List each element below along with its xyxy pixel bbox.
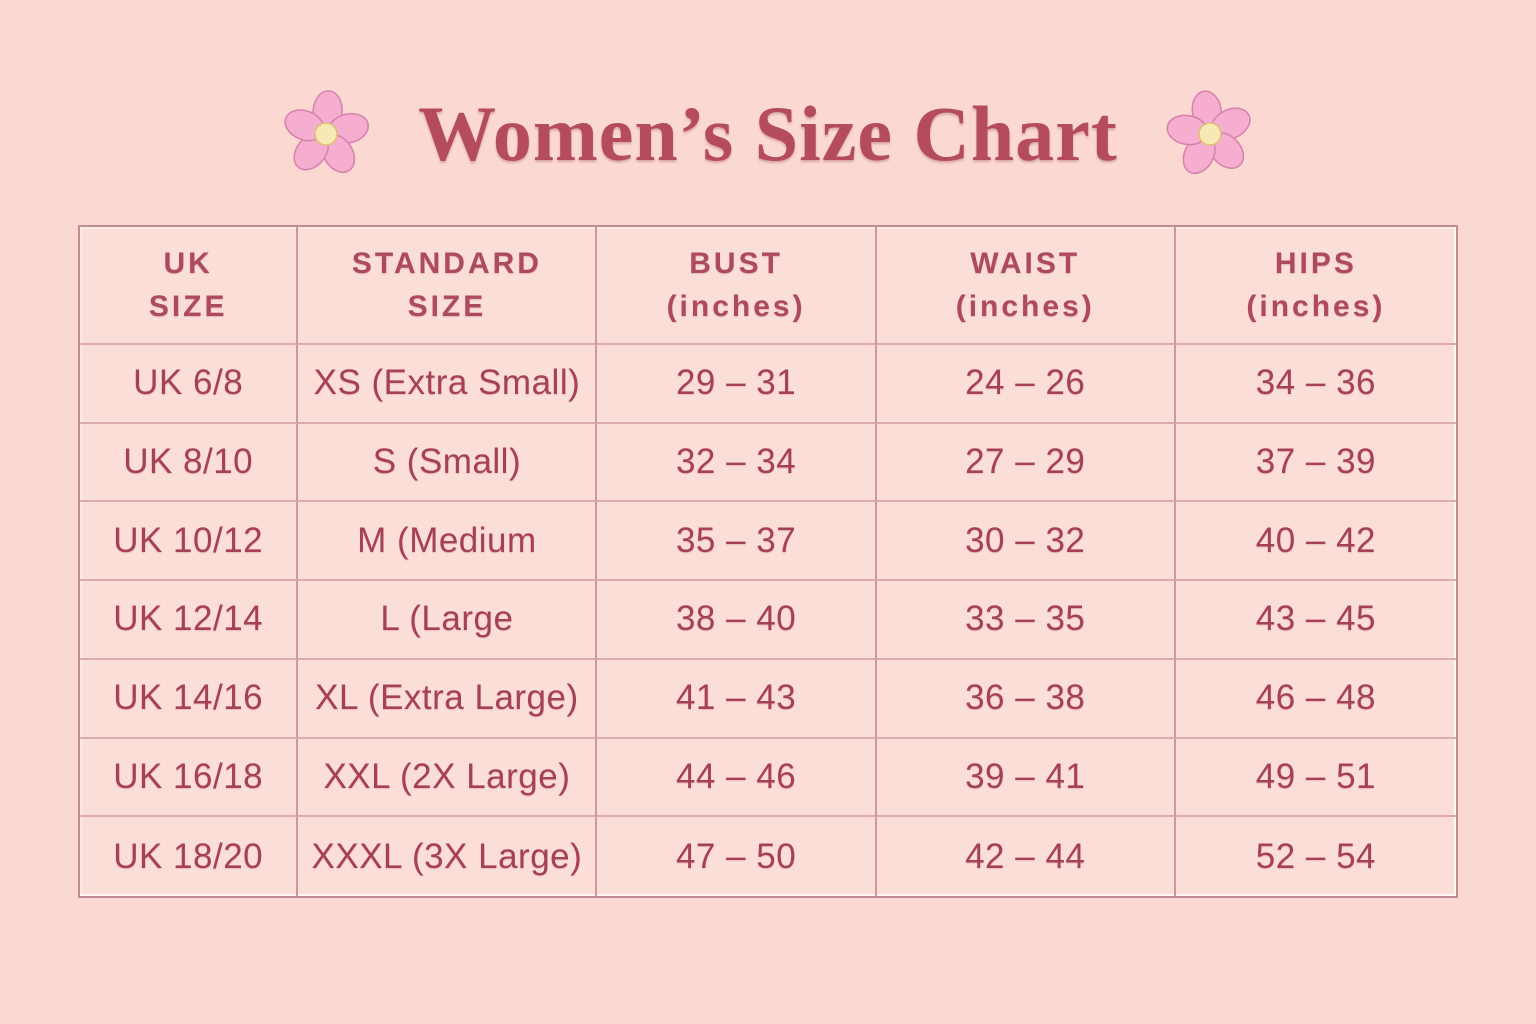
column-header-uk-size: UK SIZE: [80, 227, 299, 345]
table-cell: 41 – 43: [597, 659, 877, 739]
column-header-standard-size: STANDARD SIZE: [298, 227, 598, 345]
table-cell: 40 – 42: [1175, 502, 1456, 582]
table-cell: 30 – 32: [876, 502, 1176, 582]
table-cell: UK 6/8: [80, 345, 299, 424]
table-cell: 36 – 38: [876, 659, 1176, 739]
table-cell: XL (Extra Large): [298, 659, 598, 739]
table-cell: 46 – 48: [1175, 660, 1456, 739]
table-cell: 32 – 34: [597, 423, 877, 503]
cherry-blossom-icon: [284, 90, 370, 174]
table-cell: 49 – 51: [1175, 739, 1456, 818]
table-cell: UK 10/12: [80, 502, 299, 582]
table-cell: UK 8/10: [80, 423, 299, 503]
table-cell: M (Medium: [298, 502, 598, 582]
cherry-blossom-icon: [1166, 90, 1251, 175]
column-header-waist: WAIST (inches): [876, 227, 1176, 345]
table-cell: UK 18/20: [80, 817, 299, 896]
table-cell: 39 – 41: [876, 738, 1176, 818]
table-cell: 43 – 45: [1175, 581, 1456, 660]
title-bar: Women’s Size Chart: [0, 76, 1536, 192]
table-cell: L (Large: [298, 581, 598, 660]
table-cell: 27 – 29: [876, 423, 1176, 503]
size-chart-table: UK SIZE STANDARD SIZE BUST (inches) WAIS…: [78, 225, 1458, 898]
table-cell: S (Small): [298, 423, 598, 503]
page-title: Women’s Size Chart: [418, 90, 1118, 177]
table-cell: XS (Extra Small): [298, 345, 598, 424]
table-cell: 38 – 40: [597, 581, 877, 660]
table-cell: 37 – 39: [1175, 424, 1456, 503]
table-cell: 47 – 50: [597, 817, 877, 896]
table-cell: 44 – 46: [597, 738, 877, 818]
table-cell: XXL (2X Large): [298, 738, 598, 818]
table-cell: XXXL (3X Large): [298, 817, 598, 896]
table-cell: 29 – 31: [597, 345, 877, 424]
column-header-bust: BUST (inches): [597, 227, 877, 345]
table-cell: UK 14/16: [80, 659, 299, 739]
table-cell: 42 – 44: [877, 817, 1176, 896]
column-header-hips: HIPS (inches): [1175, 227, 1456, 345]
table-cell: 35 – 37: [597, 502, 877, 582]
table-cell: 24 – 26: [876, 345, 1176, 424]
table-cell: 33 – 35: [876, 581, 1176, 660]
table-cell: 34 – 36: [1175, 345, 1456, 424]
table-cell: UK 16/18: [80, 738, 299, 818]
table-cell: 52 – 54: [1255, 836, 1377, 876]
table-cell: UK 12/14: [80, 581, 299, 660]
